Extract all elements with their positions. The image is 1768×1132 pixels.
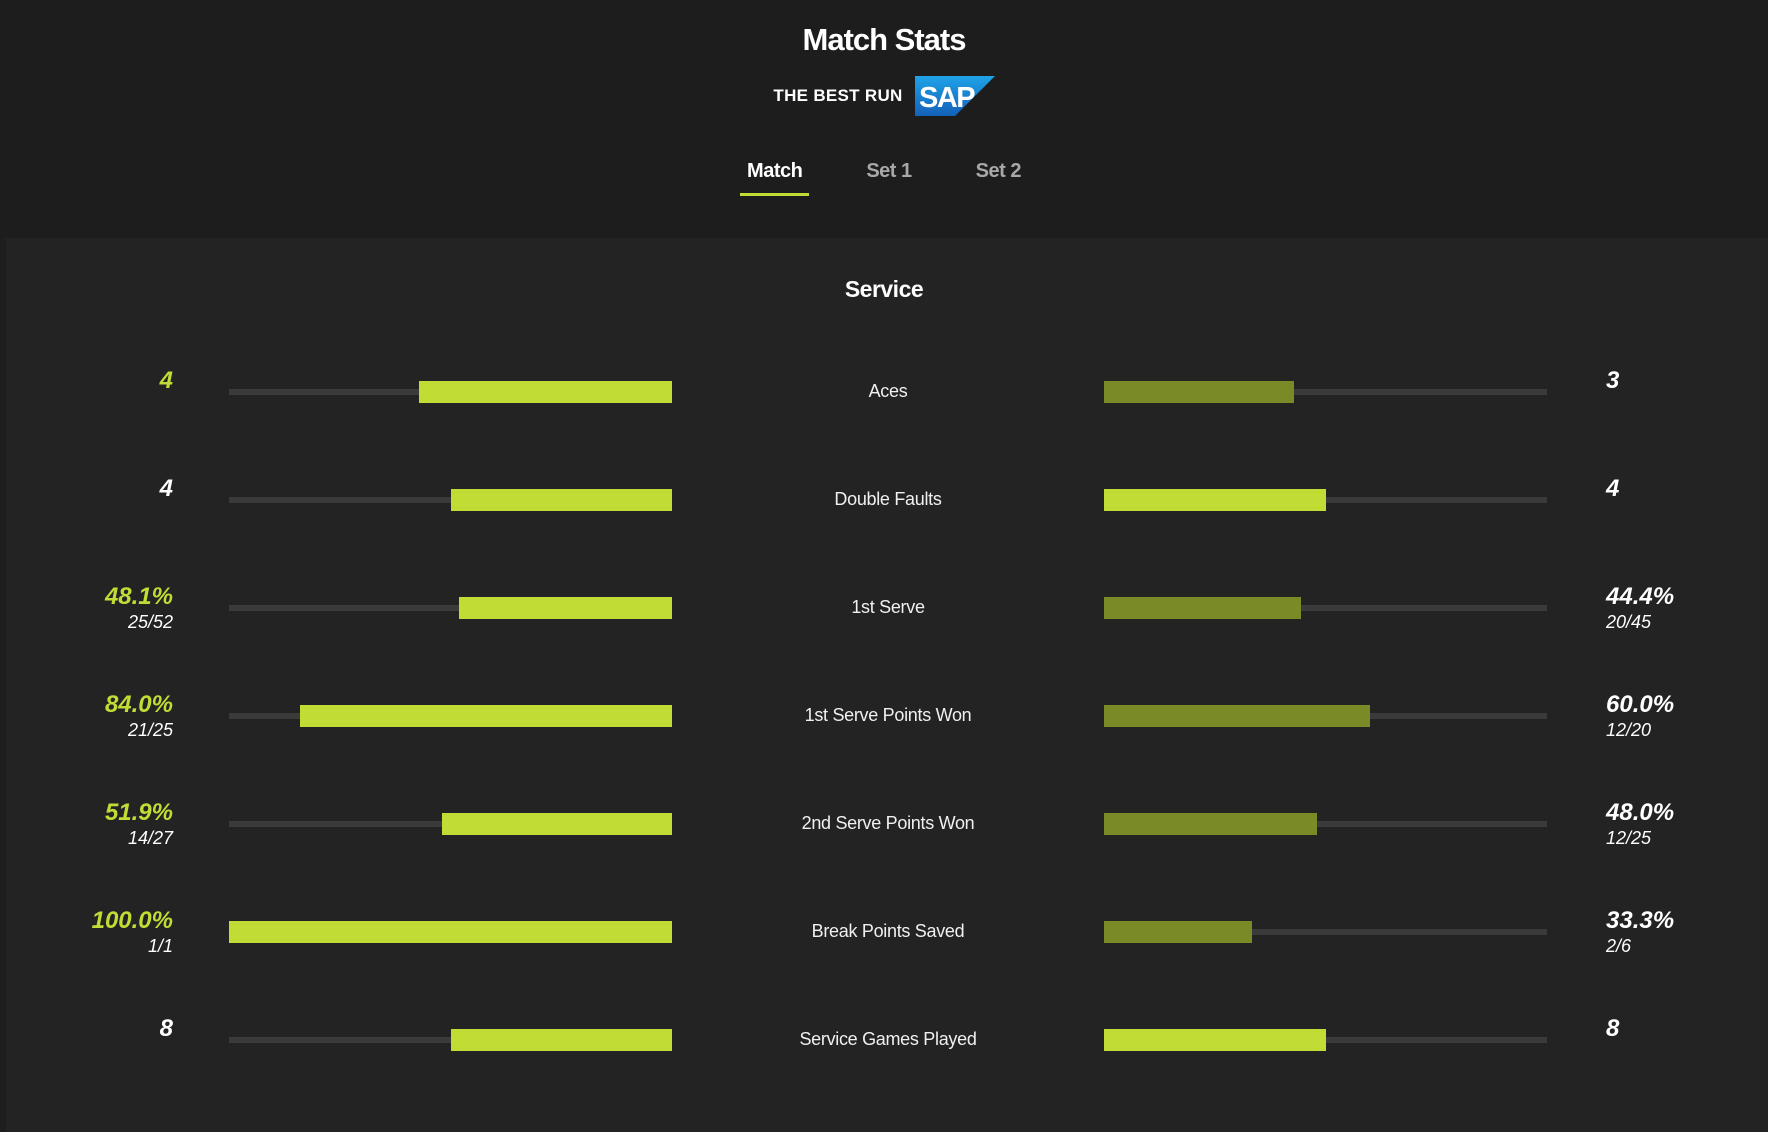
left-bar-fill [458,597,672,619]
left-bar-fill [299,705,672,727]
right-bar-track [1104,705,1547,727]
right-player-value: 60.0% [1606,691,1675,718]
stat-label: Double Faults [834,489,942,509]
left-bar-track [229,1029,672,1051]
stat-label: 1st Serve Points Won [804,705,972,725]
sponsor-banner: THE BEST RUN SAP [0,76,1768,116]
left-bar-track [229,921,672,943]
stat-label: 1st Serve [851,597,925,617]
right-bar-fill [1104,381,1295,403]
stat-row: 4 Double Faults 4 [0,473,1768,533]
right-bar-fill [1104,705,1370,727]
stat-row: 51.9% 14/27 2nd Serve Points Won 48.0% 12/25 [0,797,1768,857]
section-title: Service [844,276,924,302]
sap-logo-text: SAP [919,82,975,114]
sponsor-text: THE BEST RUN [773,86,903,105]
left-bar-fill [419,381,672,403]
right-bar-track [1104,381,1547,403]
stat-row: 48.1% 25/52 1st Serve 44.4% 20/45 [0,581,1768,641]
left-bar-track [229,813,672,835]
right-bar-fill [1104,597,1301,619]
right-bar-fill [1104,813,1317,835]
header: Match Stats THE BEST RUN SAP Match Set 1… [0,0,1768,238]
stat-label: 2nd Serve Points Won [801,813,975,833]
left-bar-fill [450,1029,672,1051]
right-bar-track [1104,813,1547,835]
right-player-value: 44.4% [1606,583,1675,610]
left-player-ratio: 14/27 [127,828,173,848]
stat-label: Service Games Played [799,1029,977,1049]
right-bar-track [1104,921,1547,943]
right-bar-fill [1104,489,1326,511]
right-bar-track [1104,597,1547,619]
right-player-ratio: 12/25 [1606,828,1652,848]
left-player-value: 100.0% [91,907,173,934]
right-bar-fill [1104,1029,1326,1051]
stats-panel [6,238,1768,1132]
left-player-value: 48.1% [104,583,173,610]
left-player-ratio: 1/1 [147,936,173,956]
left-player-value: 4 [159,367,173,394]
stat-row: 84.0% 21/25 1st Serve Points Won 60.0% 12/20 [0,689,1768,749]
left-player-value: 4 [159,475,173,502]
left-bar-fill [442,813,672,835]
left-player-value: 84.0% [104,691,173,718]
left-bar-fill [229,921,672,943]
right-player-ratio: 2/6 [1606,936,1632,956]
stat-row: 100.0% 1/1 Break Points Saved 33.3% 2/6 [0,905,1768,965]
stat-label: Break Points Saved [811,921,965,941]
stat-row: 8 Service Games Played 8 [0,1013,1768,1073]
right-player-value: 3 [1606,367,1620,394]
left-bar-track [229,489,672,511]
page-title: Match Stats [802,22,967,57]
sap-logo-icon: SAP [914,76,995,116]
left-player-ratio: 21/25 [127,720,173,740]
tab-set-1[interactable]: Set 1 [866,160,912,182]
right-player-value: 48.0% [1606,799,1675,826]
left-bar-track [229,705,672,727]
left-bar-fill [450,489,672,511]
stat-label: Aces [868,381,908,401]
right-player-value: 4 [1606,475,1620,502]
tab-bar: Match Set 1 Set 2 [0,160,1768,196]
tab-set-2[interactable]: Set 2 [975,160,1022,182]
right-player-value: 8 [1606,1015,1620,1042]
tab-match[interactable]: Match [740,160,810,196]
left-bar-track [229,381,672,403]
left-player-value: 51.9% [104,799,173,826]
stat-row: 4 Aces 3 [0,365,1768,425]
left-player-value: 8 [159,1015,173,1042]
right-bar-track [1104,489,1547,511]
right-player-ratio: 20/45 [1606,612,1652,632]
right-bar-track [1104,1029,1547,1051]
right-player-value: 33.3% [1606,907,1675,934]
left-bar-track [229,597,672,619]
left-player-ratio: 25/52 [127,612,173,632]
right-player-ratio: 12/20 [1606,720,1652,740]
right-bar-fill [1104,921,1252,943]
